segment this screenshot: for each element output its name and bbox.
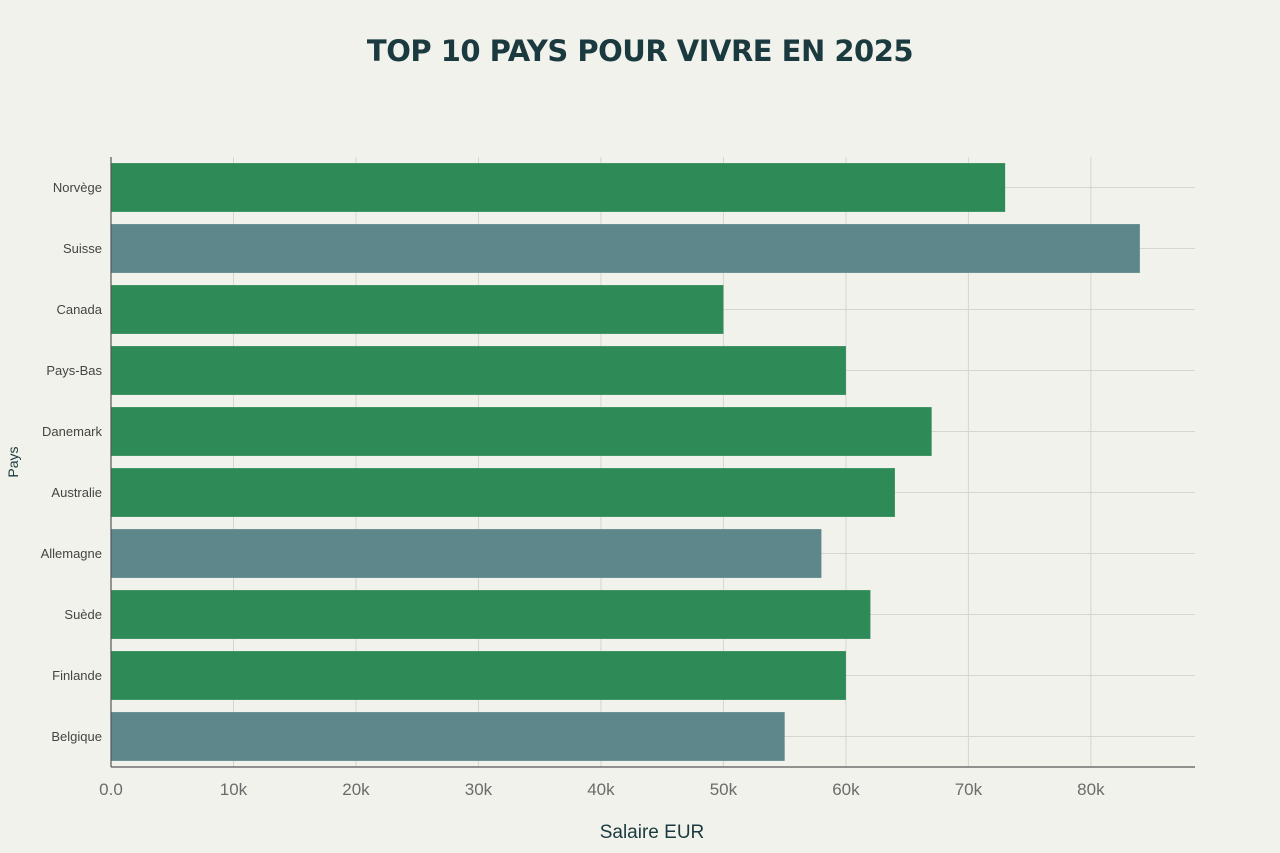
bar bbox=[111, 285, 724, 334]
bar bbox=[111, 712, 785, 761]
x-tick-label: 80k bbox=[1077, 780, 1105, 799]
bar bbox=[111, 346, 846, 395]
axes bbox=[110, 157, 1195, 768]
y-tick-label: Finlande bbox=[52, 668, 102, 683]
y-tick-labels: Norvège Suisse Canada Pays-Bas Danemark Austr… bbox=[41, 180, 103, 744]
x-tick-label: 0.0 bbox=[99, 780, 123, 799]
x-tick-label: 50k bbox=[710, 780, 738, 799]
x-axis-title: Salaire EUR bbox=[600, 822, 705, 843]
bar bbox=[111, 468, 895, 517]
y-tick-label: Suède bbox=[64, 607, 102, 622]
bars bbox=[111, 163, 1140, 761]
y-axis-title: Pays bbox=[5, 446, 21, 477]
y-tick-label: Danemark bbox=[42, 424, 102, 439]
x-tick-label: 20k bbox=[342, 780, 370, 799]
bar bbox=[111, 590, 871, 639]
y-tick-label: Allemagne bbox=[41, 546, 102, 561]
bar bbox=[111, 651, 846, 700]
x-tick-label: 40k bbox=[587, 780, 615, 799]
y-tick-label: Suisse bbox=[63, 241, 102, 256]
bar bbox=[111, 407, 932, 456]
bar bbox=[111, 163, 1006, 212]
x-tick-label: 30k bbox=[465, 780, 493, 799]
y-tick-label: Pays-Bas bbox=[46, 363, 102, 378]
bar bbox=[111, 224, 1140, 273]
y-tick-label: Canada bbox=[56, 302, 102, 317]
x-tick-labels: 0.0 10k 20k 30k 40k 50k 60k 70k 80k bbox=[99, 780, 1105, 799]
x-tick-label: 60k bbox=[832, 780, 860, 799]
y-tick-label: Belgique bbox=[51, 729, 102, 744]
x-tick-label: 70k bbox=[955, 780, 983, 799]
y-tick-label: Australie bbox=[51, 485, 102, 500]
bar bbox=[111, 529, 822, 578]
x-tick-label: 10k bbox=[220, 780, 248, 799]
y-tick-label: Norvège bbox=[53, 180, 102, 195]
chart-title: TOP 10 PAYS POUR VIVRE EN 2025 bbox=[366, 34, 914, 68]
